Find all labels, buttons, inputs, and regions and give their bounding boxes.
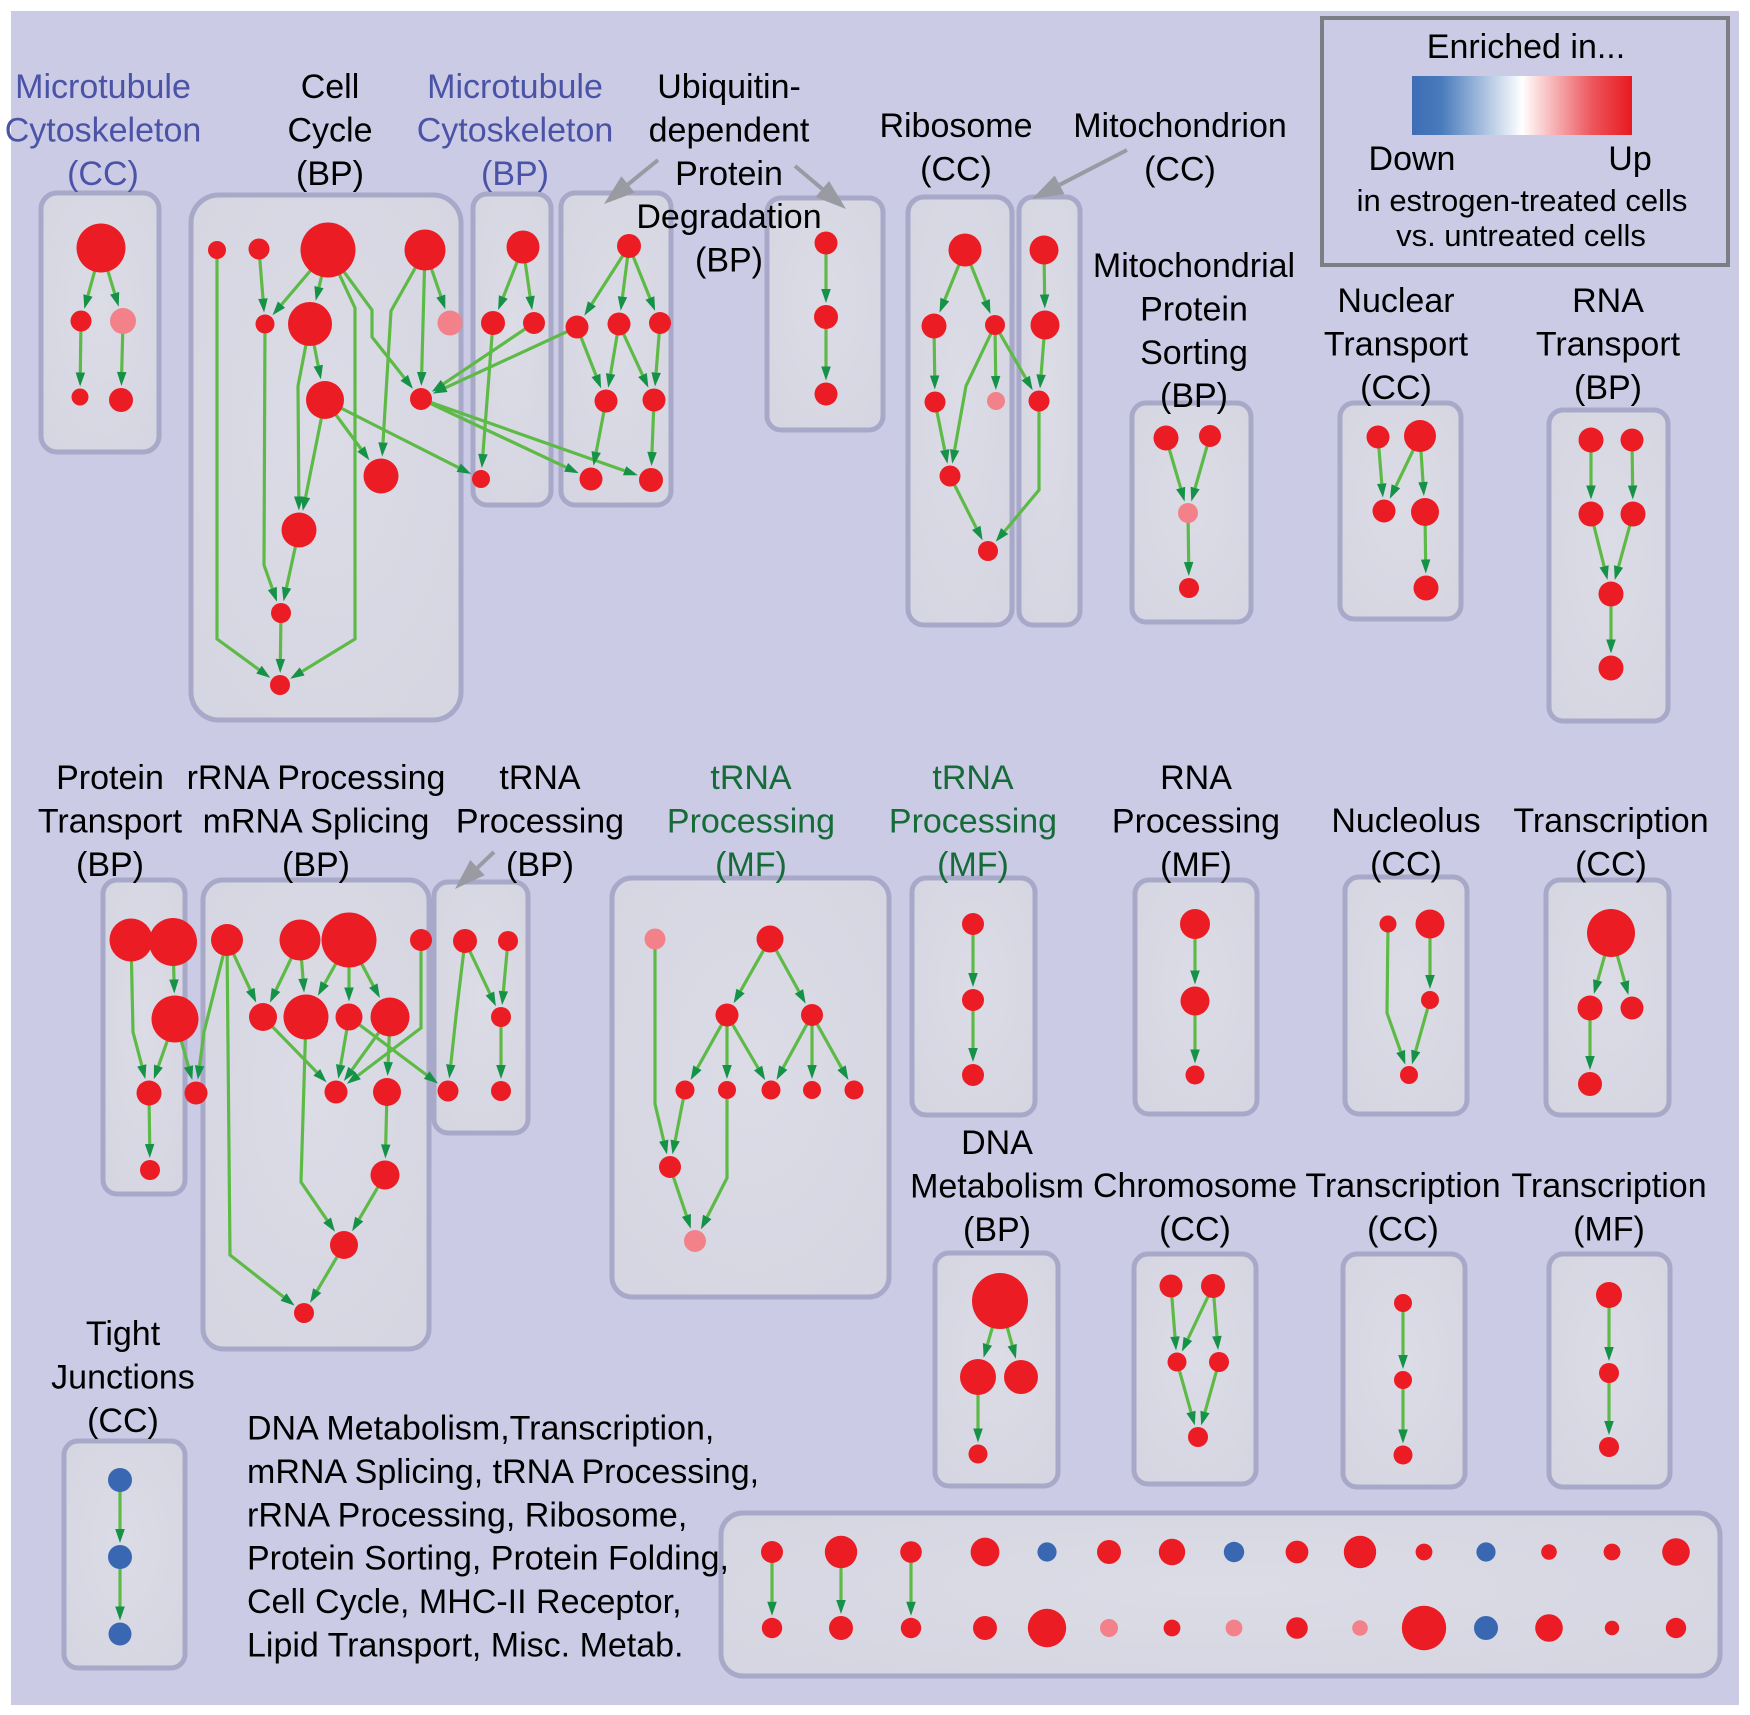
- svg-text:(MF): (MF): [715, 846, 787, 884]
- svg-text:(BP): (BP): [282, 846, 350, 884]
- svg-text:Nuclear: Nuclear: [1337, 282, 1454, 320]
- svg-text:Transport: Transport: [1324, 325, 1469, 363]
- svg-text:Chromosome: Chromosome: [1093, 1167, 1297, 1205]
- svg-text:Processing: Processing: [1112, 802, 1280, 840]
- svg-text:(CC): (CC): [1144, 150, 1216, 188]
- svg-text:(BP): (BP): [695, 242, 763, 280]
- svg-text:mRNA Splicing: mRNA Splicing: [203, 802, 430, 840]
- svg-text:Transport: Transport: [38, 802, 183, 840]
- svg-text:(BP): (BP): [1160, 377, 1228, 415]
- svg-text:DNA Metabolism,Transcription,: DNA Metabolism,Transcription,: [247, 1410, 714, 1448]
- svg-text:Cell Cycle, MHC-II Receptor,: Cell Cycle, MHC-II Receptor,: [247, 1583, 682, 1621]
- svg-text:DNA: DNA: [961, 1124, 1033, 1162]
- svg-text:Microtubule: Microtubule: [15, 68, 191, 106]
- svg-text:(CC): (CC): [67, 155, 139, 193]
- svg-text:Microtubule: Microtubule: [427, 68, 603, 106]
- svg-text:Up: Up: [1608, 140, 1651, 178]
- svg-text:(BP): (BP): [506, 846, 574, 884]
- svg-text:tRNA: tRNA: [499, 759, 581, 797]
- svg-text:Enriched in...: Enriched in...: [1427, 28, 1625, 66]
- svg-text:(CC): (CC): [1360, 369, 1432, 407]
- svg-text:Processing: Processing: [456, 802, 624, 840]
- svg-text:Transport: Transport: [1536, 325, 1681, 363]
- svg-text:Protein: Protein: [675, 155, 783, 193]
- svg-text:(BP): (BP): [76, 846, 144, 884]
- svg-text:(CC): (CC): [1159, 1210, 1231, 1248]
- svg-text:Processing: Processing: [889, 802, 1057, 840]
- svg-text:Protein: Protein: [1140, 290, 1248, 328]
- svg-text:RNA: RNA: [1160, 759, 1232, 797]
- svg-text:Cytoskeleton: Cytoskeleton: [5, 111, 202, 149]
- svg-text:(CC): (CC): [1367, 1210, 1439, 1248]
- svg-text:Mitochondrion: Mitochondrion: [1073, 107, 1287, 145]
- svg-text:Mitochondrial: Mitochondrial: [1093, 247, 1295, 285]
- svg-text:(MF): (MF): [1573, 1210, 1645, 1248]
- svg-text:Protein: Protein: [56, 759, 164, 797]
- svg-text:Metabolism: Metabolism: [910, 1167, 1084, 1205]
- svg-text:in estrogen-treated cells: in estrogen-treated cells: [1357, 183, 1688, 218]
- svg-text:Degradation: Degradation: [636, 198, 821, 236]
- svg-text:(CC): (CC): [87, 1402, 159, 1440]
- svg-text:(CC): (CC): [920, 150, 992, 188]
- svg-text:Cell: Cell: [301, 68, 360, 106]
- svg-text:(BP): (BP): [481, 155, 549, 193]
- svg-text:Protein Sorting, Protein Foldi: Protein Sorting, Protein Folding,: [247, 1540, 729, 1578]
- svg-text:dependent: dependent: [649, 111, 810, 149]
- svg-text:(MF): (MF): [937, 846, 1009, 884]
- svg-text:(BP): (BP): [1574, 369, 1642, 407]
- svg-text:Transcription: Transcription: [1513, 802, 1708, 840]
- svg-text:(CC): (CC): [1370, 845, 1442, 883]
- svg-text:vs. untreated cells: vs. untreated cells: [1396, 218, 1646, 253]
- svg-text:(MF): (MF): [1160, 846, 1232, 884]
- svg-text:(BP): (BP): [963, 1211, 1031, 1249]
- svg-text:Transcription: Transcription: [1305, 1167, 1500, 1205]
- svg-text:RNA: RNA: [1572, 282, 1644, 320]
- svg-text:(CC): (CC): [1575, 845, 1647, 883]
- svg-text:Ribosome: Ribosome: [879, 107, 1032, 145]
- svg-text:Ubiquitin-: Ubiquitin-: [657, 68, 801, 106]
- svg-text:(BP): (BP): [296, 155, 364, 193]
- svg-text:rRNA Processing, Ribosome,: rRNA Processing, Ribosome,: [247, 1496, 687, 1534]
- svg-text:tRNA: tRNA: [710, 759, 792, 797]
- svg-text:Cytoskeleton: Cytoskeleton: [417, 111, 614, 149]
- svg-text:Transcription: Transcription: [1511, 1167, 1706, 1205]
- svg-text:Junctions: Junctions: [51, 1358, 195, 1396]
- svg-text:Sorting: Sorting: [1140, 334, 1248, 372]
- svg-text:mRNA Splicing, tRNA Processing: mRNA Splicing, tRNA Processing,: [247, 1453, 759, 1491]
- svg-text:rRNA Processing: rRNA Processing: [187, 759, 446, 797]
- svg-text:Lipid Transport, Misc. Metab.: Lipid Transport, Misc. Metab.: [247, 1627, 684, 1665]
- svg-text:Processing: Processing: [667, 802, 835, 840]
- svg-text:Down: Down: [1369, 140, 1456, 178]
- svg-text:tRNA: tRNA: [932, 759, 1014, 797]
- svg-text:Cycle: Cycle: [287, 111, 372, 149]
- svg-text:Nucleolus: Nucleolus: [1331, 802, 1480, 840]
- svg-text:Tight: Tight: [86, 1315, 161, 1353]
